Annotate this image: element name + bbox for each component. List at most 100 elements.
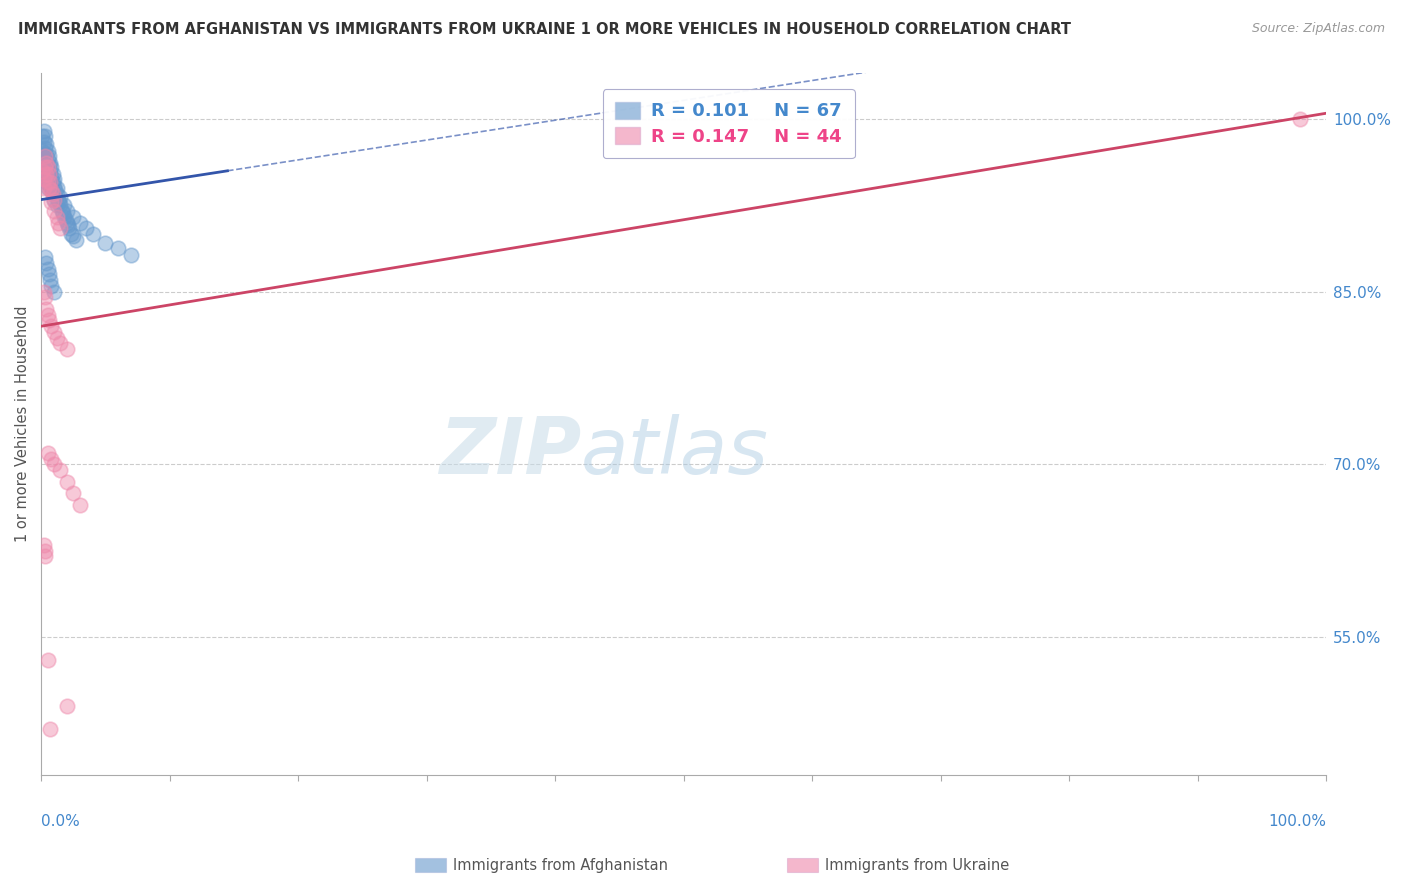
Point (48, 194, 70, 209)
Point (49, 190, 72, 204)
Point (82, 227, 104, 241)
Point (58, 221, 80, 235)
Point (35, 155, 58, 169)
Point (45, 186, 67, 201)
Point (46, 216, 69, 230)
Point (39, 175, 62, 189)
Point (41, 194, 63, 209)
Point (41, 169, 63, 184)
Point (34, 161, 56, 175)
Point (56, 216, 79, 230)
Point (37, 167, 59, 181)
Point (56, 204, 79, 219)
Point (56, 475, 79, 489)
Point (34, 250, 56, 264)
Point (38, 172, 60, 186)
Point (34, 155, 56, 169)
Point (37, 145, 59, 159)
Point (39, 155, 62, 169)
Text: IMMIGRANTS FROM AFGHANISTAN VS IMMIGRANTS FROM UKRAINE 1 OR MORE VEHICLES IN HOU: IMMIGRANTS FROM AFGHANISTAN VS IMMIGRANT… (18, 22, 1071, 37)
Point (59, 227, 82, 241)
Point (49, 198, 72, 212)
Point (38, 313, 60, 327)
Point (56, 699, 79, 714)
Point (39, 178, 62, 193)
Point (75, 221, 97, 235)
Point (53, 210, 76, 224)
Point (62, 229, 84, 244)
Point (45, 198, 67, 212)
Point (32, 123, 55, 137)
Point (35, 137, 58, 152)
Point (34, 290, 56, 304)
Point (46, 193, 69, 207)
Point (32, 285, 55, 299)
Point (62, 210, 84, 224)
Point (37, 161, 59, 175)
Text: 0.0%: 0.0% (41, 814, 80, 829)
Point (45, 210, 67, 224)
Point (39, 164, 62, 178)
Point (65, 233, 87, 247)
Point (42, 285, 65, 299)
Point (31, 145, 53, 159)
Point (42, 172, 65, 186)
Point (34, 169, 56, 184)
Point (41, 186, 63, 201)
Point (34, 149, 56, 163)
Point (41, 186, 63, 201)
Point (49, 336, 72, 351)
Point (35, 164, 58, 178)
Point (38, 268, 60, 282)
Point (55, 213, 77, 227)
Point (42, 193, 65, 207)
Point (37, 181, 59, 195)
Point (41, 451, 63, 466)
Point (62, 486, 84, 500)
Point (38, 158, 60, 172)
Point (32, 135, 55, 149)
Point (38, 181, 60, 195)
Point (34, 141, 56, 155)
Point (45, 331, 67, 345)
Legend: R = 0.101    N = 67, R = 0.147    N = 44: R = 0.101 N = 67, R = 0.147 N = 44 (603, 89, 855, 158)
Point (52, 206, 75, 220)
Point (41, 183, 63, 197)
Point (45, 181, 67, 195)
Point (42, 193, 65, 207)
Point (35, 146, 58, 161)
Point (31, 129, 53, 144)
Text: 100.0%: 100.0% (1268, 814, 1326, 829)
Point (41, 167, 63, 181)
Point (41, 161, 63, 175)
Point (41, 319, 63, 334)
Point (41, 181, 63, 195)
Point (94, 236, 117, 251)
Point (34, 543, 56, 558)
Point (42, 458, 65, 472)
Point (38, 149, 60, 163)
Point (37, 308, 59, 322)
Point (69, 216, 91, 230)
Point (39, 273, 62, 287)
Point (41, 279, 63, 293)
Point (39, 722, 62, 736)
Point (38, 167, 60, 181)
Text: atlas: atlas (581, 414, 769, 491)
Point (34, 129, 56, 144)
Point (37, 153, 59, 167)
Point (37, 175, 59, 189)
Point (56, 343, 79, 357)
Point (32, 181, 55, 195)
Point (32, 538, 55, 552)
Point (49, 221, 72, 235)
Point (51, 204, 73, 219)
Point (37, 446, 59, 460)
Point (53, 198, 76, 212)
Point (42, 204, 65, 219)
Point (32, 161, 55, 175)
Text: ZIP: ZIP (439, 414, 581, 491)
Text: Source: ZipAtlas.com: Source: ZipAtlas.com (1251, 22, 1385, 36)
Point (35, 301, 58, 316)
Point (32, 172, 55, 186)
